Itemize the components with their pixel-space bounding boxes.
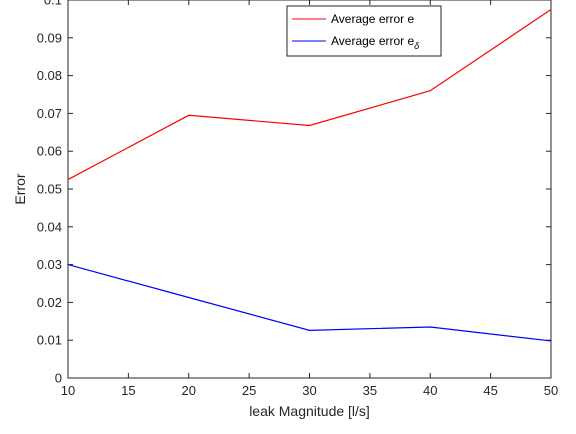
x-tick-label: 30 bbox=[302, 383, 316, 398]
y-tick-label: 0.06 bbox=[37, 144, 62, 159]
legend-label-average-error-e-delta-main: Average error e bbox=[331, 34, 414, 48]
data-point bbox=[550, 340, 552, 342]
x-tick-label: 20 bbox=[182, 383, 196, 398]
y-tick-label: 0.03 bbox=[37, 257, 62, 272]
y-tick-label: 0.01 bbox=[37, 333, 62, 348]
data-point bbox=[67, 264, 69, 266]
y-tick-label: 0.05 bbox=[37, 182, 62, 197]
x-tick-label: 10 bbox=[61, 383, 75, 398]
data-point bbox=[188, 114, 190, 116]
legend: Average error e Average error eδ bbox=[286, 5, 442, 57]
y-axis-label: Error bbox=[12, 173, 28, 204]
x-axis-label: leak Magnitude [l/s] bbox=[249, 403, 370, 419]
data-point bbox=[67, 178, 69, 181]
y-tick-label: 0.1 bbox=[44, 0, 62, 8]
legend-label-subscript: δ bbox=[414, 41, 420, 51]
series-lines bbox=[67, 8, 552, 342]
x-tick-label: 15 bbox=[121, 383, 135, 398]
legend-box bbox=[286, 5, 442, 57]
x-tick-label: 45 bbox=[483, 383, 497, 398]
legend-label-average-error-e-delta: Average error eδ bbox=[331, 34, 420, 51]
legend-label-average-error-e: Average error e bbox=[331, 12, 414, 26]
data-point bbox=[308, 329, 311, 331]
data-point bbox=[188, 296, 190, 299]
y-tick-label: 0.04 bbox=[37, 219, 62, 234]
x-tick-label: 40 bbox=[423, 383, 437, 398]
x-tick-label: 25 bbox=[242, 383, 256, 398]
y-tick-label: 0.09 bbox=[37, 30, 62, 45]
x-tick-label: 35 bbox=[363, 383, 377, 398]
data-point bbox=[550, 8, 552, 11]
y-tick-label: 0.07 bbox=[37, 106, 62, 121]
data-point bbox=[429, 90, 431, 92]
y-axis: 0 0.01 0.02 0.03 0.04 0.05 0.06 0.07 0.08 0.09 0.1 bbox=[37, 0, 551, 386]
y-tick-label: 0 bbox=[55, 371, 62, 386]
plot-area bbox=[67, 0, 552, 379]
x-axis: 10 15 20 25 30 35 40 45 50 bbox=[61, 0, 558, 398]
y-tick-label: 0.08 bbox=[37, 68, 62, 83]
x-tick-label: 50 bbox=[544, 383, 558, 398]
y-tick-label: 0.02 bbox=[37, 295, 62, 310]
plot-frame bbox=[67, 0, 552, 379]
data-point bbox=[429, 326, 431, 328]
data-point bbox=[308, 124, 311, 127]
